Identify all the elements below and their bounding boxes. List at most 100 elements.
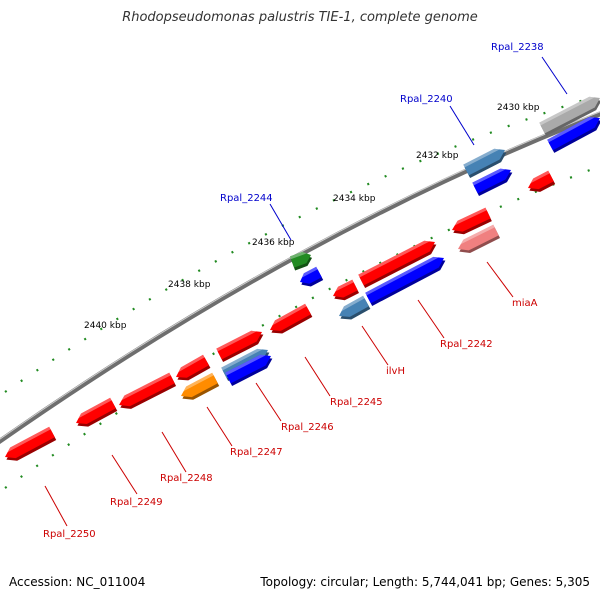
genome-summary-text: Topology: circular; Length: 5,744,041 bp… [260, 575, 590, 589]
feature-ilvh-highlight [341, 295, 365, 312]
leader-rpal2242 [417, 299, 445, 339]
leader-rpal2247 [206, 406, 233, 447]
feature-red-upper-highlight [454, 207, 487, 226]
feature-rpal2249-body [76, 397, 116, 424]
feature-red-mid [176, 354, 211, 381]
genome-backbone-highlight [0, 111, 600, 440]
feature-top-red-body [528, 170, 554, 190]
feature-red-upper-body [452, 207, 491, 232]
feature-rpal2238-gray-highlight [539, 96, 595, 126]
feature-rpal2245-highlight [272, 303, 307, 326]
leader-rpal2250 [44, 485, 68, 527]
feature-rpal2240-blue-highlight [472, 168, 506, 186]
feature-rpal2238-blue [547, 116, 600, 153]
feature-rpal2238-gray-body [539, 96, 600, 134]
feature-rpal2250-body [5, 426, 55, 459]
feature-small-red-body [333, 279, 358, 298]
feature-red-upper [452, 207, 492, 235]
leader-rpal2246 [255, 382, 282, 422]
feature-rpal2238-gray [539, 96, 600, 136]
feature-red-mid-highlight [178, 354, 205, 373]
scale-label-2432: 2432 kbp [416, 151, 459, 161]
feature-rpal2250-highlight [7, 426, 51, 453]
feature-rpal2247-body [181, 372, 218, 398]
feature-top-red-highlight [530, 170, 550, 184]
leader-lines [44, 56, 568, 527]
leader-miaa [486, 261, 514, 298]
feature-rpal2244-blue [300, 266, 324, 287]
accession-text: Accession: NC_011004 [9, 575, 146, 589]
leader-ilvh [361, 325, 389, 366]
feature-rpal2246-steel-highlight [221, 348, 263, 371]
map-title: Rhodopseudomonas palustris TIE-1, comple… [122, 10, 478, 25]
feature-small-red [333, 279, 360, 301]
feature-rpal2246-blue [225, 354, 273, 387]
feature-ilvh [339, 295, 371, 320]
feature-rpal2242 [365, 256, 446, 306]
feature-top-red [528, 170, 556, 192]
feature-rpal2246-red-highlight [216, 330, 257, 352]
gene-label-rpal2244: Rpal_2244 [220, 193, 273, 204]
scale-label-2436: 2436 kbp [252, 238, 295, 248]
scale-label-2438: 2438 kbp [168, 280, 211, 290]
feature-red-long-highlight [358, 240, 430, 278]
leader-rpal2240 [449, 105, 475, 146]
leader-rpal2244 [269, 203, 292, 241]
gene-label-miaa: miaA [512, 298, 538, 309]
feature-red-mid-body [176, 354, 209, 378]
feature-miaa-body [458, 224, 499, 251]
feature-rpal2242-highlight [365, 256, 439, 296]
feature-rpal2244-green-highlight [289, 251, 307, 260]
feature-rpal2245 [270, 303, 313, 334]
gene-label-rpal2248: Rpal_2248 [160, 473, 213, 484]
gene-label-rpal2238: Rpal_2238 [491, 42, 544, 53]
scale-labels: 2430 kbp 2432 kbp 2434 kbp 2436 kbp 2438… [84, 103, 540, 331]
gene-label-rpal2240: Rpal_2240 [400, 94, 453, 105]
feature-rpal2245-body [270, 303, 311, 331]
gene-label-rpal2246: Rpal_2246 [281, 422, 334, 433]
gene-label-rpal2250: Rpal_2250 [43, 529, 96, 540]
feature-rpal2246-blue-highlight [225, 354, 266, 376]
scale-label-2434: 2434 kbp [333, 194, 376, 204]
gene-label-rpal2245: Rpal_2245 [330, 397, 383, 408]
feature-rpal2240-steel-highlight [463, 148, 500, 168]
feature-rpal2246-blue-body [225, 354, 272, 384]
feature-miaa-highlight [460, 224, 495, 245]
outer-tick-ring [4, 96, 591, 393]
feature-rpal2244-blue-highlight [301, 266, 318, 278]
feature-red-long-body [358, 240, 436, 286]
feature-rpal2242-body [365, 256, 445, 304]
genome-backbone [0, 111, 600, 445]
feature-small-red-highlight [335, 279, 354, 292]
feature-rpal2246-red [216, 330, 264, 363]
feature-ilvh-body [339, 295, 369, 317]
leader-rpal2248 [161, 431, 187, 473]
scale-label-2430: 2430 kbp [497, 103, 540, 113]
feature-rpal2244-blue-body [300, 266, 322, 284]
gene-features [5, 96, 600, 461]
feature-rpal2244-green-body [289, 251, 312, 268]
gene-label-ilvh: ilvH [386, 366, 405, 377]
feature-rpal2238-blue-highlight [547, 116, 595, 143]
gene-label-rpal2249: Rpal_2249 [110, 497, 163, 508]
feature-rpal2248 [119, 372, 177, 409]
feature-rpal2250 [5, 426, 57, 461]
feature-rpal2240-steel [463, 148, 507, 179]
leader-rpal2249 [111, 454, 138, 495]
feature-rpal2244-green [289, 251, 313, 271]
feature-rpal2240-steel-body [463, 148, 505, 176]
feature-rpal2249 [76, 397, 118, 427]
feature-rpal2246-red-body [216, 330, 263, 360]
feature-rpal2247 [181, 372, 220, 400]
leader-rpal2238 [541, 56, 568, 95]
feature-rpal2249-highlight [78, 397, 112, 419]
feature-rpal2238-blue-body [547, 116, 600, 151]
feature-rpal2240-blue [472, 168, 513, 197]
feature-red-long [358, 240, 437, 289]
gene-labels: Rpal_2238 Rpal_2240 Rpal_2244 miaA Rpal_… [43, 42, 544, 540]
scale-label-2440: 2440 kbp [84, 321, 127, 331]
feature-rpal2248-body [119, 372, 175, 407]
feature-miaa [458, 224, 501, 254]
feature-rpal2248-highlight [121, 372, 171, 401]
